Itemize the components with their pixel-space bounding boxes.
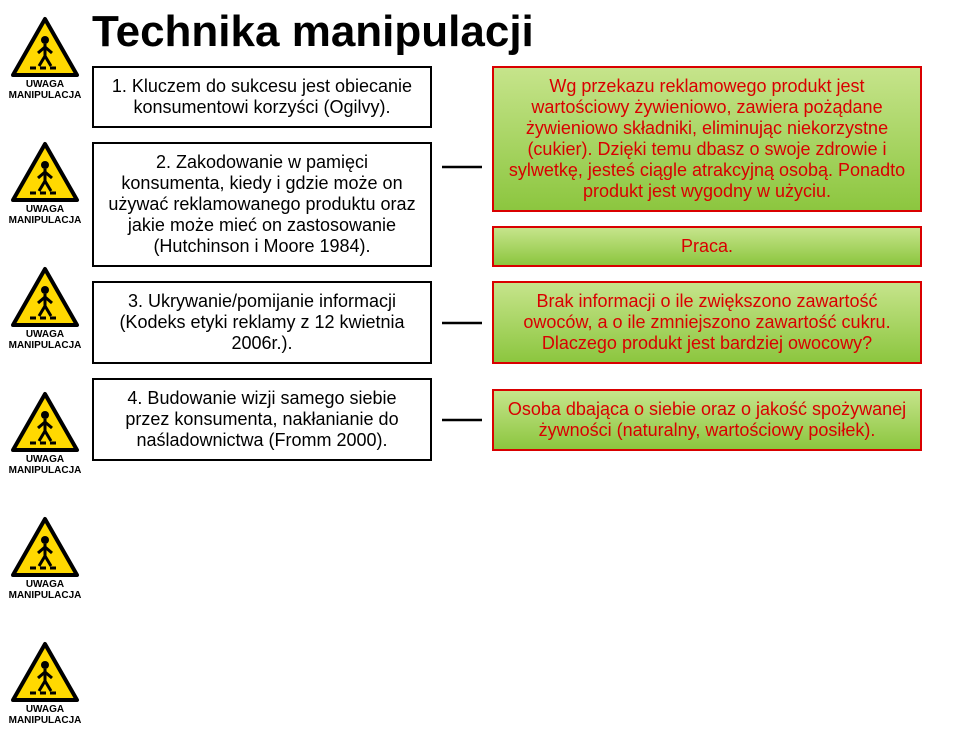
row-group-1-2: 1. Kluczem do sukcesu jest obiecanie kon…: [92, 66, 940, 267]
left-box-2: 2. Zakodowanie w pamięci konsumenta, kie…: [92, 142, 432, 267]
warning-sign-label: UWAGAMANIPULACJA: [9, 705, 82, 726]
warning-sign-label: UWAGAMANIPULACJA: [9, 580, 82, 601]
right-box-3: Brak informacji o ile zwiększono zawarto…: [492, 281, 922, 364]
warning-signs-column: UWAGAMANIPULACJA UWAGAMANIPULACJA UW: [10, 10, 80, 736]
warning-sign: UWAGAMANIPULACJA: [10, 141, 80, 236]
connector-4: [442, 410, 482, 430]
left-box-4: 4. Budowanie wizji samego siebie przez k…: [92, 378, 432, 461]
warning-sign: UWAGAMANIPULACJA: [10, 266, 80, 361]
row-3: 3. Ukrywanie/pomijanie informacji (Kodek…: [92, 281, 940, 364]
content-column: Technika manipulacji 1. Kluczem do sukce…: [92, 10, 940, 475]
warning-triangle-icon: [10, 516, 80, 578]
right-stack-1-2: Wg przekazu reklamowego produkt jest war…: [492, 66, 922, 267]
warning-triangle-icon: [10, 391, 80, 453]
right-box-2: Praca.: [492, 226, 922, 267]
page-title: Technika manipulacji: [92, 10, 940, 54]
warning-triangle-icon: [10, 266, 80, 328]
right-box-4: Osoba dbająca o siebie oraz o jakość spo…: [492, 389, 922, 451]
warning-sign-label: UWAGAMANIPULACJA: [9, 455, 82, 476]
left-stack-1-2: 1. Kluczem do sukcesu jest obiecanie kon…: [92, 66, 432, 267]
connector-3: [442, 313, 482, 333]
warning-sign-label: UWAGAMANIPULACJA: [9, 330, 82, 351]
warning-triangle-icon: [10, 641, 80, 703]
row-4: 4. Budowanie wizji samego siebie przez k…: [92, 378, 940, 461]
page-root: UWAGAMANIPULACJA UWAGAMANIPULACJA UW: [10, 10, 940, 736]
warning-triangle-icon: [10, 141, 80, 203]
left-box-1: 1. Kluczem do sukcesu jest obiecanie kon…: [92, 66, 432, 128]
warning-sign-label: UWAGAMANIPULACJA: [9, 80, 82, 101]
warning-triangle-icon: [10, 16, 80, 78]
warning-sign-label: UWAGAMANIPULACJA: [9, 205, 82, 226]
left-box-3: 3. Ukrywanie/pomijanie informacji (Kodek…: [92, 281, 432, 364]
warning-sign: UWAGAMANIPULACJA: [10, 391, 80, 486]
right-box-1: Wg przekazu reklamowego produkt jest war…: [492, 66, 922, 212]
warning-sign: UWAGAMANIPULACJA: [10, 641, 80, 736]
warning-sign: UWAGAMANIPULACJA: [10, 16, 80, 111]
connector-1: [442, 157, 482, 177]
warning-sign: UWAGAMANIPULACJA: [10, 516, 80, 611]
